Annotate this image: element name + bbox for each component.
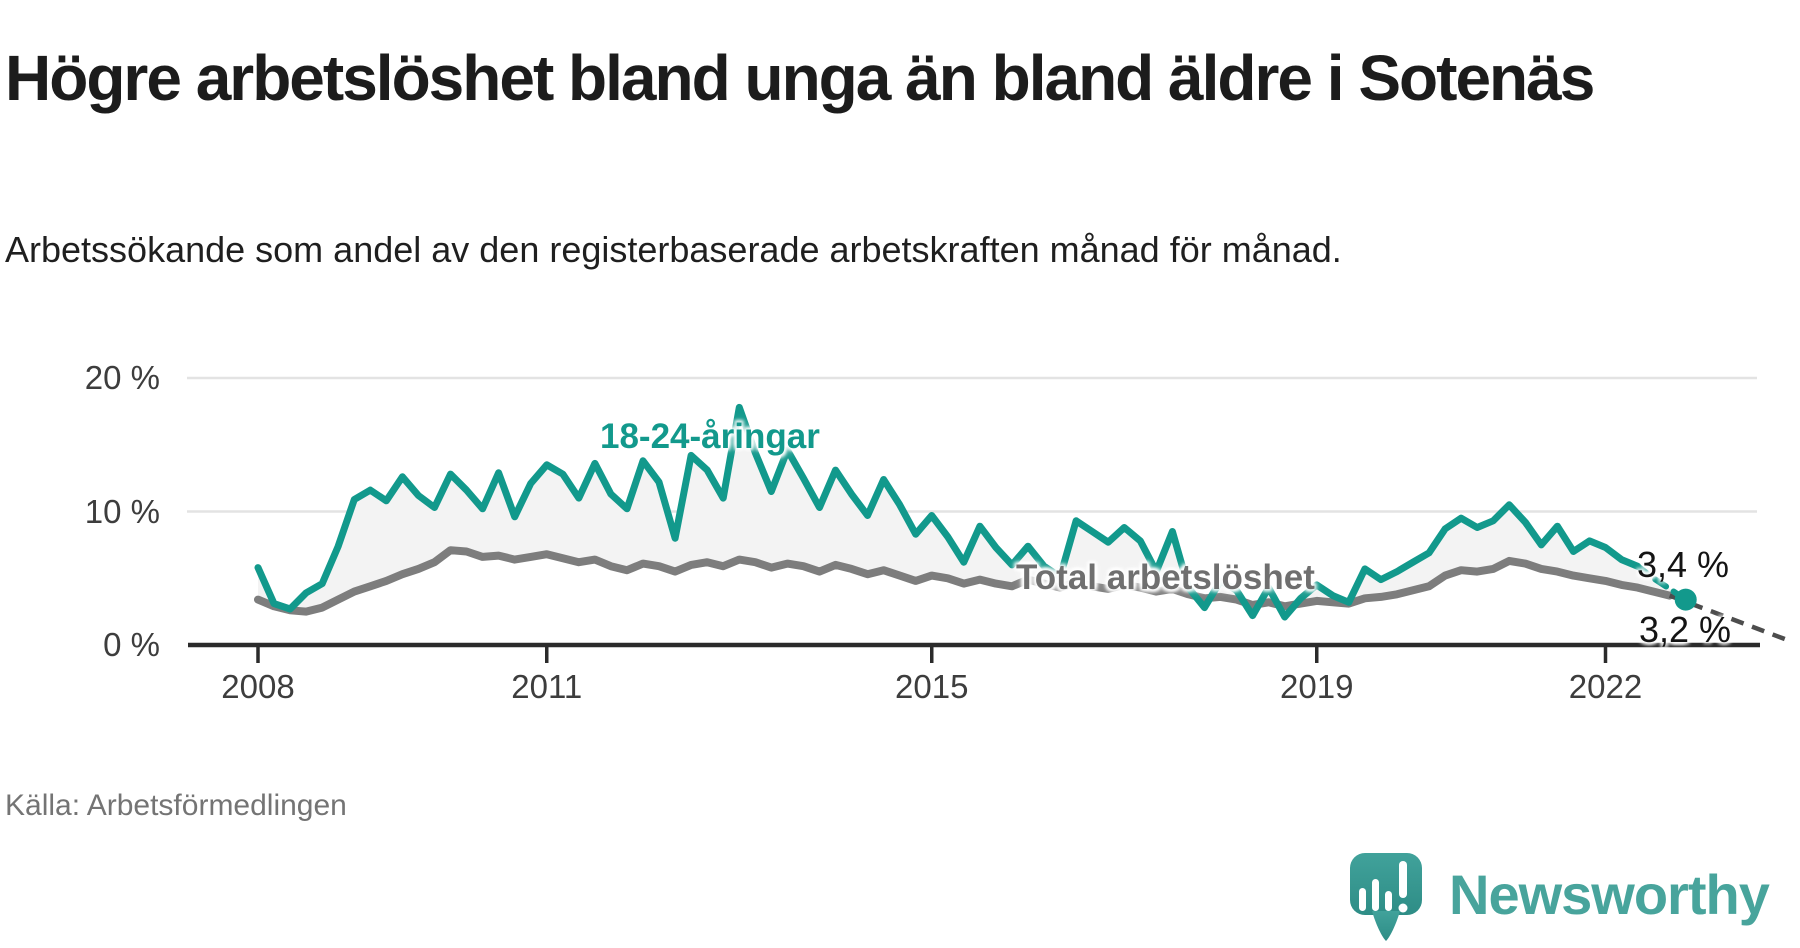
y-tick-label: 10 % [84,492,160,530]
x-tick-label: 2008 [221,668,295,705]
logo-wordmark: Newsworthy [1449,863,1770,926]
x-tick-label: 2015 [895,668,969,705]
bar-chart-speech-bubble-icon [1350,853,1422,941]
x-tick-label: 2019 [1280,668,1354,705]
end-value-youth: 3,4 % [1637,544,1730,585]
source-note: Källa: Arbetsförmedlingen [5,789,347,822]
youth-line [254,403,1642,621]
end-value-total: 3,2 % [1639,609,1732,650]
page-title: Högre arbetslöshet bland unga än bland ä… [5,41,1595,114]
series-label-total: Total arbetslöshet [1016,558,1315,597]
y-tick-label: 0 % [103,626,160,663]
y-tick-label: 20 % [84,359,160,396]
newsworthy-logo: Newsworthy [1348,853,1800,948]
chart-subtitle: Arbetssökande som andel av den registerb… [5,229,1342,270]
total-line [254,546,1674,616]
series-label-youth: 18-24-åringar [600,417,820,456]
youth-end-dot [1674,588,1697,611]
x-tick-label: 2022 [1568,668,1643,705]
x-tick-label: 2011 [511,668,583,705]
